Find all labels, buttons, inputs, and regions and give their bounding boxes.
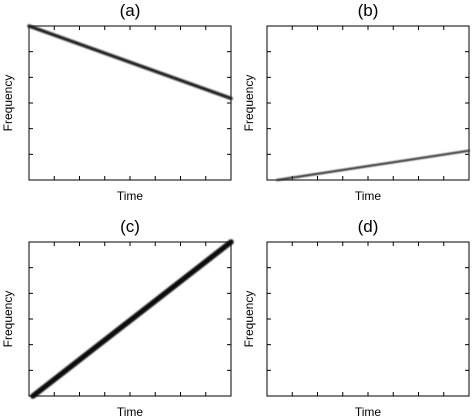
subplot-a: (a) Time Frequency [1,1,233,203]
subplot-a-frame [28,25,232,181]
subplot-a-xlabel: Time [117,189,144,203]
subplot-b-ylabel: Frequency [242,75,256,132]
subplot-d: (d) Time Frequency [242,217,470,419]
subplot-d-title: (d) [358,217,379,236]
subplot-d-frame [266,241,470,397]
subplot-d-xlabel: Time [355,405,382,419]
subplot-b-xlabel: Time [355,189,382,203]
subplot-a-series-line [27,24,233,101]
subplot-d-ylabel: Frequency [242,291,256,348]
subplot-c-title: (c) [120,217,140,236]
subplot-c-series-line [30,239,234,399]
subplot-a-ylabel: Frequency [1,75,15,132]
subplot-c-ylabel: Frequency [1,291,15,348]
subplot-c: (c) Time Frequency [1,217,234,419]
subplot-c-xlabel: Time [117,405,144,419]
subplot-b-series-line [276,149,471,182]
subplot-b-title: (b) [358,1,379,20]
subplot-b: (b) Time Frequency [242,1,471,203]
subplot-b-frame [266,25,470,181]
subplot-a-title: (a) [120,1,141,20]
